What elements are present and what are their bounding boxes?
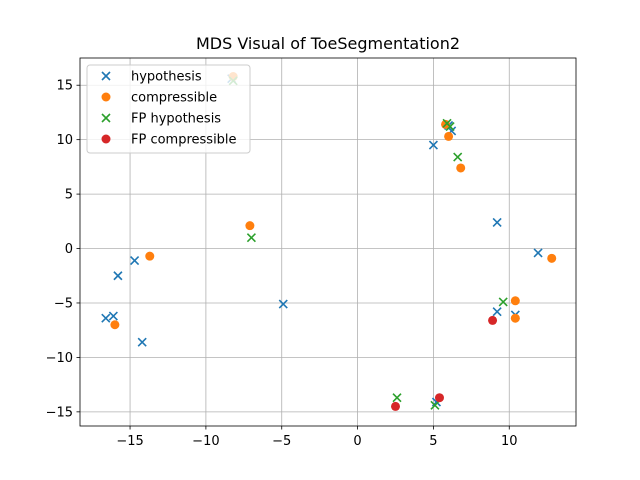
data-point-hypothesis bbox=[101, 313, 111, 323]
y-tick-label: 5 bbox=[65, 188, 73, 203]
x-tick-label: −10 bbox=[192, 434, 219, 449]
data-point-hypothesis bbox=[278, 299, 288, 309]
legend-label-fp-hypothesis: FP hypothesis bbox=[131, 112, 221, 127]
y-tick-label: 10 bbox=[56, 133, 73, 148]
data-point-hypothesis bbox=[492, 307, 502, 317]
legend-marker-fp-hypothesis bbox=[101, 113, 111, 123]
y-tick-label: −10 bbox=[46, 351, 73, 366]
data-point-fp-compressible bbox=[488, 315, 498, 325]
data-point-fp-hypothesis bbox=[445, 122, 455, 132]
data-point-hypothesis bbox=[533, 248, 543, 258]
y-tick-label: −15 bbox=[46, 405, 73, 420]
data-point-hypothesis bbox=[137, 337, 147, 347]
data-point-compressible bbox=[456, 163, 466, 173]
axes-frame bbox=[79, 57, 577, 427]
x-tick-label: 0 bbox=[353, 434, 361, 449]
data-point-fp-hypothesis bbox=[392, 393, 402, 403]
data-point-compressible bbox=[245, 221, 255, 231]
chart-title: MDS Visual of ToeSegmentation2 bbox=[196, 34, 460, 53]
x-tick-label: 5 bbox=[429, 434, 437, 449]
legend-marker-fp-compressible bbox=[101, 134, 111, 144]
data-point-hypothesis bbox=[108, 311, 118, 321]
x-tick-label: −5 bbox=[272, 434, 291, 449]
legend-label-hypothesis: hypothesis bbox=[131, 70, 202, 85]
legend-label-fp-compressible: FP compressible bbox=[131, 133, 237, 148]
data-point-fp-hypothesis bbox=[246, 233, 256, 243]
data-point-compressible bbox=[510, 313, 520, 323]
data-point-hypothesis bbox=[428, 140, 438, 150]
data-point-compressible bbox=[145, 251, 155, 261]
x-tick-label: 10 bbox=[501, 434, 518, 449]
data-point-compressible bbox=[110, 320, 120, 330]
y-tick-label: 0 bbox=[65, 242, 73, 257]
plot-area: −15 −10 −5 0 5 10 −15 −10 −5 0 5 10 15 bbox=[46, 57, 577, 449]
data-point-compressible bbox=[510, 296, 520, 306]
y-tick-label: 15 bbox=[56, 79, 73, 94]
data-point-fp-hypothesis bbox=[498, 297, 508, 307]
legend-marker-hypothesis bbox=[101, 71, 111, 81]
data-point-fp-hypothesis bbox=[430, 400, 440, 410]
data-point-hypothesis bbox=[492, 217, 502, 227]
data-point-compressible bbox=[444, 131, 454, 141]
data-point-fp-compressible bbox=[390, 401, 400, 411]
legend: hypothesis compressible FP hypothesis FP co… bbox=[86, 64, 251, 154]
legend-box bbox=[86, 64, 251, 154]
data-point-compressible bbox=[547, 253, 557, 263]
y-tick-label: −5 bbox=[54, 296, 73, 311]
x-tick-label: −15 bbox=[116, 434, 143, 449]
data-point-fp-hypothesis bbox=[453, 152, 463, 162]
legend-marker-compressible bbox=[101, 92, 111, 102]
data-point-hypothesis bbox=[130, 255, 140, 266]
data-point-hypothesis bbox=[113, 271, 123, 281]
legend-label-compressible: compressible bbox=[131, 91, 217, 106]
data-point-fp-compressible bbox=[434, 393, 444, 403]
